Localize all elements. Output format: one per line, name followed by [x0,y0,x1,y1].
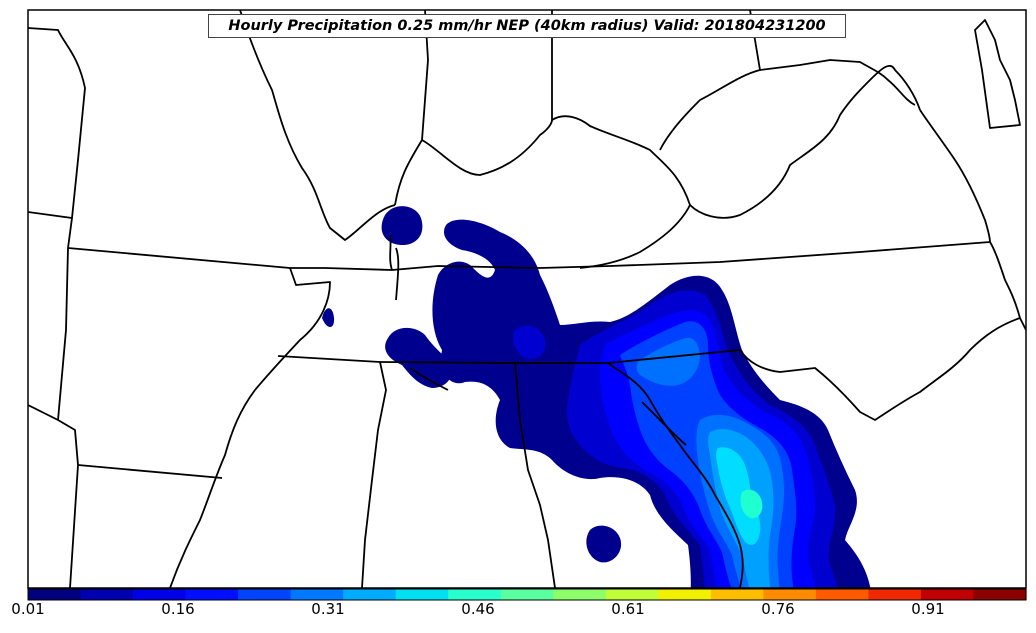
colorbar-swatch [605,589,659,600]
colorbar-tick-label: 0.76 [761,600,795,618]
colorbar-swatch [133,589,187,600]
colorbar-swatch [448,589,502,600]
colorbar-swatch [658,589,712,600]
colorbar-swatch [290,589,344,600]
colorbar-tick-label: 0.46 [461,600,495,618]
colorbar-swatch [500,589,554,600]
colorbar-tick-label: 0.31 [311,600,345,618]
colorbar-swatch [553,589,607,600]
colorbar [27,588,1027,601]
colorbar-tick-label: 0.16 [161,600,195,618]
state-boundaries [28,10,1026,588]
colorbar-swatch [868,589,922,600]
precip-level-7 [716,447,761,545]
colorbar-tick-label: 0.01 [11,600,45,618]
colorbar-swatch [763,589,817,600]
colorbar-swatch [185,589,239,600]
colorbar-tick-label: 0.61 [611,600,645,618]
colorbar-swatch [973,589,1027,600]
map-frame [27,9,1027,589]
colorbar-swatch [28,589,82,600]
colorbar-swatch [80,589,134,600]
colorbar-tick-label: 0.91 [911,600,945,618]
colorbar-swatch [710,589,764,600]
colorbar-swatch [920,589,975,600]
colorbar-border [27,588,1027,601]
map-title: Hourly Precipitation 0.25 mm/hr NEP (40k… [208,14,846,38]
precip-level-8 [740,489,763,519]
colorbar-swatch [815,589,870,600]
colorbar-swatch [238,589,292,600]
colorbar-swatch [343,589,397,600]
colorbar-swatch [395,589,449,600]
